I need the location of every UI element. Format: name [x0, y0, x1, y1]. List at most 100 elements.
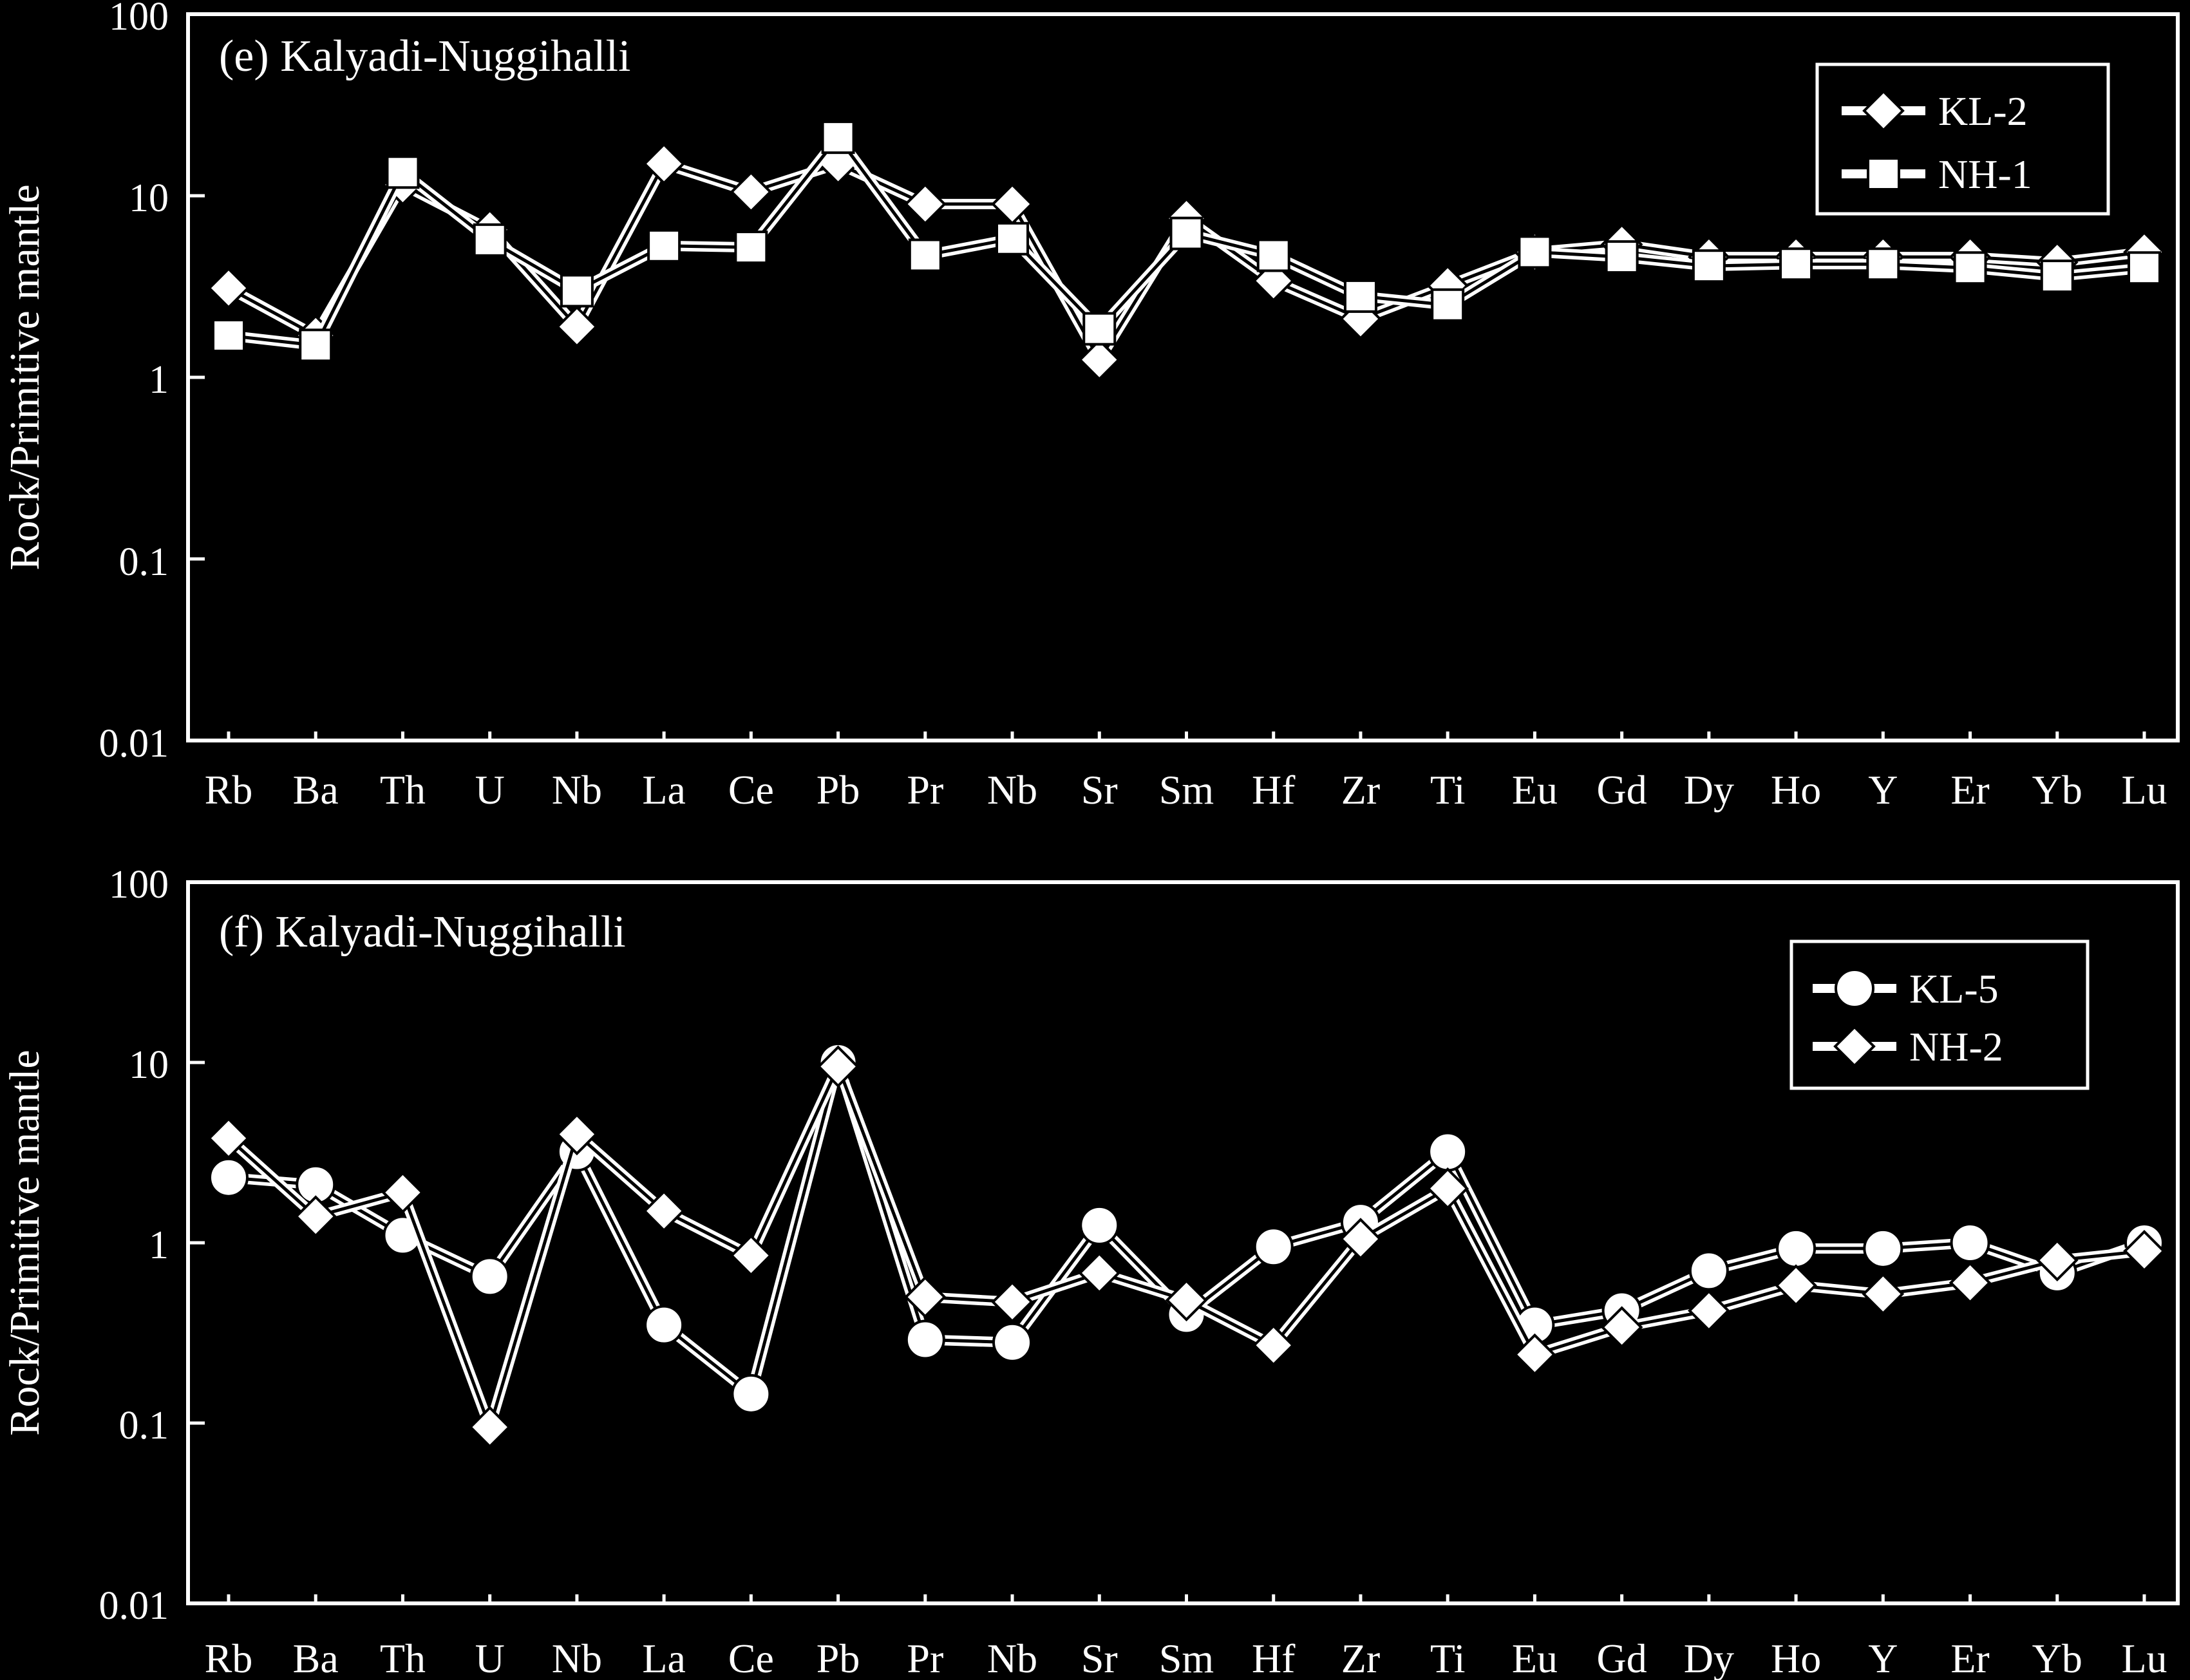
data-point	[294, 1195, 337, 1238]
series-layer	[207, 1043, 2166, 1449]
y-axis-label: Rock/Primitive mantle	[1, 1050, 48, 1435]
data-point	[556, 1113, 598, 1156]
series-NH-2	[207, 1045, 2166, 1449]
x-tick-label: Nb	[987, 1636, 1037, 1680]
y-tick-label: 10	[129, 176, 169, 220]
data-point	[299, 328, 333, 363]
data-point	[644, 1305, 684, 1345]
x-tick-label: Ce	[728, 767, 774, 813]
x-tick-label: Y	[1868, 1636, 1898, 1680]
data-point	[560, 274, 594, 308]
data-point	[1688, 1251, 1729, 1291]
data-point	[2035, 1239, 2079, 1281]
data-point	[1079, 1205, 1120, 1245]
y-tick-label: 0.1	[119, 540, 169, 584]
x-tick-label: Lu	[2121, 1636, 2167, 1680]
data-point	[821, 120, 855, 155]
data-point	[1165, 1279, 1208, 1322]
x-tick-label: Eu	[1512, 1636, 1558, 1680]
data-point	[386, 155, 420, 189]
x-tick-label: Nb	[552, 767, 602, 813]
x-tick-label: Hf	[1252, 767, 1296, 813]
x-tick-label: Er	[1950, 1636, 1989, 1680]
x-tick-label: La	[642, 767, 686, 813]
y-tick-label: 10	[129, 1043, 169, 1087]
x-tick-label: Gd	[1597, 1636, 1647, 1680]
x-tick-labels: Rb Ba Th U Nb La Ce Pb Pr Nb Sr Sm Hf Zr Ti Eu Gd Dy Ho Y Er…	[205, 767, 2167, 813]
data-point	[643, 142, 685, 185]
x-tick-label: Zr	[1341, 1636, 1380, 1680]
data-point	[1953, 251, 1987, 285]
data-point	[1431, 288, 1465, 322]
x-tick-label: Ho	[1771, 767, 1821, 813]
x-tick-label: Gd	[1597, 767, 1647, 813]
x-tick-label: Pb	[817, 767, 860, 813]
data-point	[817, 1045, 860, 1088]
x-tick-label: Rb	[205, 767, 253, 813]
axis-ticks	[188, 12, 2146, 742]
data-point	[908, 238, 942, 272]
legend-label: NH-2	[1909, 1024, 2003, 1070]
panel-title: (f) Kalyadi-Nuggihalli	[219, 907, 626, 957]
x-tick-label: Th	[380, 767, 426, 813]
data-point	[1775, 1264, 1817, 1307]
data-point	[1078, 338, 1121, 381]
y-tick-label: 0.1	[119, 1404, 169, 1448]
x-tick-label: Th	[380, 1636, 426, 1680]
data-point	[731, 1373, 771, 1414]
data-point	[207, 267, 250, 310]
chart-panel-e: (e) Kalyadi-Nuggihalli Rock/Primitive ma…	[1, 0, 2180, 813]
data-point	[1078, 1252, 1121, 1294]
legend: KL-5 NH-2	[1789, 939, 2090, 1090]
x-tick-label: Er	[1950, 767, 1989, 813]
y-tick-label: 100	[109, 0, 169, 39]
x-tick-label: Pr	[907, 1636, 943, 1680]
data-point	[730, 1234, 773, 1277]
data-point	[903, 183, 947, 225]
x-tick-label: Sm	[1159, 1636, 1214, 1680]
data-point	[1428, 1131, 1468, 1172]
data-point	[1518, 235, 1552, 269]
legend: KL-2 NH-1	[1815, 62, 2110, 216]
data-point	[207, 1117, 250, 1160]
y-tick-label: 1	[149, 1223, 169, 1267]
data-point	[647, 229, 681, 263]
data-point	[1949, 1261, 1992, 1304]
data-point	[643, 1189, 685, 1232]
legend-marker	[1867, 157, 1900, 191]
data-point	[903, 1276, 947, 1319]
x-tick-label: Ti	[1430, 1636, 1466, 1680]
axis-ticks	[188, 880, 2146, 1605]
x-tick-labels: Rb Ba Th U Nb La Ce Pb Pr Nb Sr Sm Hf Zr Ti Eu Gd Dy Ho Y Er…	[205, 1636, 2167, 1680]
data-point	[1862, 1272, 1905, 1316]
x-tick-label: Ti	[1430, 767, 1466, 813]
legend-marker	[1862, 90, 1905, 132]
data-point	[1256, 238, 1290, 272]
legend-box	[1789, 939, 2090, 1090]
x-tick-label: U	[475, 767, 505, 813]
x-tick-label: Ho	[1771, 1636, 1821, 1680]
data-point	[905, 1319, 945, 1360]
data-point	[468, 1406, 511, 1449]
data-point	[996, 222, 1030, 256]
data-point	[473, 223, 507, 257]
x-tick-label: Sm	[1159, 767, 1214, 813]
data-point	[1339, 1218, 1382, 1260]
data-point	[1692, 249, 1726, 283]
data-point	[734, 231, 768, 265]
data-point	[1776, 1228, 1817, 1269]
x-tick-label: Dy	[1684, 767, 1734, 813]
data-point	[1779, 247, 1813, 281]
x-tick-label: La	[642, 1636, 686, 1680]
series-layer	[207, 120, 2166, 381]
x-tick-label: Dy	[1684, 1636, 1734, 1680]
data-point	[1343, 279, 1377, 313]
x-tick-label: Yb	[2032, 1636, 2082, 1680]
legend-entry-NH-1: NH-1	[1842, 151, 2032, 197]
data-point	[730, 171, 773, 213]
legend-marker	[1833, 1025, 1876, 1068]
legend-entry-NH-2: NH-2	[1813, 1024, 2003, 1070]
x-tick-label: Nb	[552, 1636, 602, 1680]
